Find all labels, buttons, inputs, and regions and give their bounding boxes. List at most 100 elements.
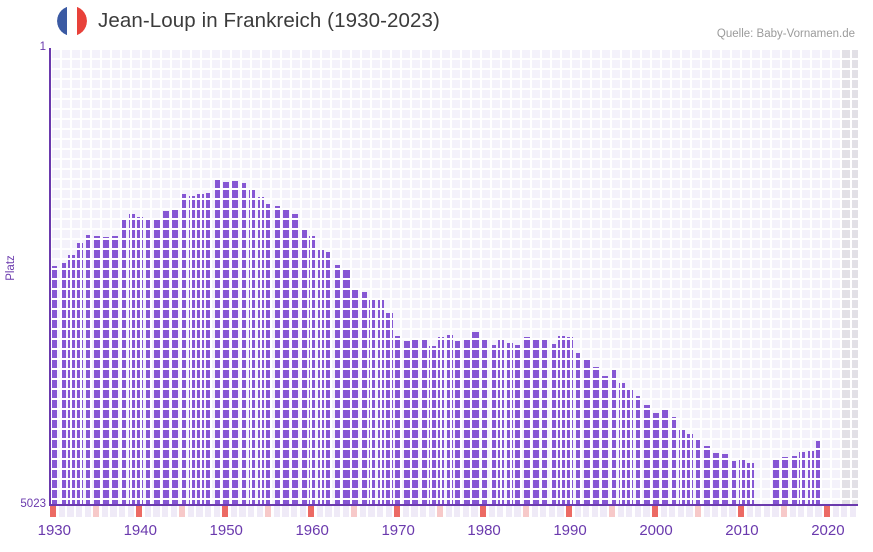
bar xyxy=(257,197,264,505)
bar xyxy=(395,336,402,505)
plot-area xyxy=(50,48,858,505)
x-tick-marker xyxy=(101,506,109,517)
x-tick-marker xyxy=(110,506,117,517)
x-tick-marker xyxy=(806,506,813,517)
bar xyxy=(111,236,118,505)
x-tick-label: 1960 xyxy=(295,522,329,539)
x-tick-marker xyxy=(652,506,659,517)
bar xyxy=(687,434,694,505)
bar xyxy=(713,453,720,505)
bar xyxy=(266,204,273,505)
x-tick-marker xyxy=(153,506,160,517)
bar-series xyxy=(50,48,858,505)
x-tick-marker xyxy=(660,506,667,517)
x-tick-marker xyxy=(454,506,461,517)
bar xyxy=(549,344,556,505)
x-tick-marker xyxy=(213,506,220,517)
x-tick-marker xyxy=(230,506,237,517)
x-tick-marker xyxy=(634,506,641,517)
bar xyxy=(377,300,385,505)
x-tick-marker xyxy=(798,506,805,517)
bar xyxy=(68,255,75,505)
bar xyxy=(197,194,204,505)
bar xyxy=(790,456,797,505)
x-tick-marker xyxy=(694,506,702,517)
x-tick-marker xyxy=(497,506,504,517)
x-tick-marker xyxy=(256,506,263,517)
x-tick-marker xyxy=(282,506,289,517)
bar xyxy=(343,269,350,505)
x-tick-marker xyxy=(643,506,650,517)
x-tick-marker xyxy=(841,506,848,517)
bar xyxy=(747,463,754,505)
x-tick-marker xyxy=(239,506,246,517)
x-tick-marker xyxy=(755,506,762,517)
x-tick-marker xyxy=(600,506,607,517)
x-tick-marker xyxy=(480,506,487,517)
x-tick-marker xyxy=(84,506,91,517)
bar xyxy=(94,236,101,505)
bar xyxy=(635,396,642,505)
bar xyxy=(352,289,359,505)
bar xyxy=(420,338,427,505)
bar xyxy=(670,417,677,505)
bar xyxy=(489,345,496,505)
bar xyxy=(532,338,539,505)
bar xyxy=(566,337,574,505)
bar xyxy=(180,194,187,505)
bar xyxy=(463,339,470,505)
bar xyxy=(609,369,617,505)
bar xyxy=(721,454,728,505)
chart-header: Jean-Loup in Frankreich (1930-2023) Quel… xyxy=(0,0,873,44)
x-tick-marker xyxy=(359,506,366,517)
x-tick-marker xyxy=(351,506,358,517)
x-tick-marker xyxy=(591,506,599,517)
x-tick-marker xyxy=(523,506,530,517)
x-tick-marker xyxy=(531,506,538,517)
x-tick-marker xyxy=(686,506,693,517)
x-tick-marker xyxy=(849,506,856,517)
x-tick-marker xyxy=(325,506,332,517)
x-tick-marker xyxy=(720,506,727,517)
bar xyxy=(274,206,281,505)
bar xyxy=(317,250,324,505)
bar xyxy=(695,440,703,505)
x-tick-marker xyxy=(669,506,676,517)
x-tick-marker xyxy=(144,506,152,517)
source-attribution: Quelle: Baby-Vornamen.de xyxy=(716,28,855,40)
bar xyxy=(523,337,531,505)
x-tick-marker xyxy=(273,506,280,517)
bar xyxy=(102,237,109,505)
bar xyxy=(498,338,505,505)
x-tick-marker xyxy=(729,506,736,517)
bar xyxy=(584,358,591,505)
title-wrap: Jean-Loup in Frankreich (1930-2023) xyxy=(57,6,440,36)
x-tick-marker xyxy=(67,506,74,517)
x-tick-marker xyxy=(737,506,745,517)
x-tick-marker xyxy=(471,506,478,517)
bar xyxy=(59,263,66,505)
x-axis-tick-markers xyxy=(50,506,858,517)
x-tick-marker xyxy=(712,506,719,517)
x-tick-marker xyxy=(402,506,409,517)
bar xyxy=(446,335,453,505)
x-tick-marker xyxy=(342,506,349,517)
x-tick-label: 2020 xyxy=(811,522,845,539)
x-tick-label: 1940 xyxy=(123,522,157,539)
x-tick-marker xyxy=(626,506,633,517)
bar xyxy=(678,429,685,505)
y-axis-tick-bottom: 5023 xyxy=(20,498,46,510)
x-tick-marker xyxy=(772,506,779,517)
x-tick-marker xyxy=(703,506,710,517)
bar xyxy=(558,336,565,505)
x-tick-label: 1950 xyxy=(209,522,243,539)
x-tick-marker xyxy=(170,506,177,517)
bar xyxy=(85,235,92,505)
x-tick-marker xyxy=(50,506,57,517)
x-tick-marker xyxy=(583,506,590,517)
x-tick-marker xyxy=(746,506,753,517)
x-tick-marker xyxy=(609,506,616,517)
x-tick-marker xyxy=(514,506,521,517)
bar xyxy=(816,441,823,505)
